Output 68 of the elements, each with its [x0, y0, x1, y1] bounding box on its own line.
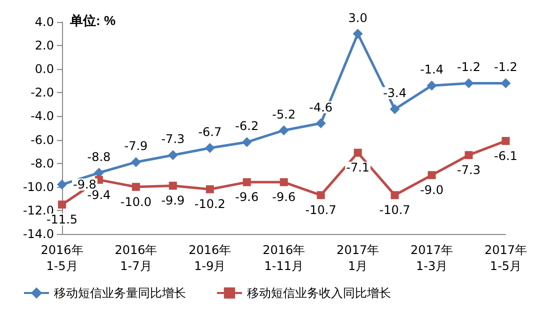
- data-label: -9.4: [87, 188, 111, 202]
- point: [354, 148, 362, 157]
- point: [168, 182, 177, 190]
- y-tick-label: 2.0: [34, 38, 54, 53]
- point: [130, 157, 141, 168]
- legend-label: 移动短信业务收入同比增长: [247, 286, 391, 300]
- x-tick-label: 2017年 1-5月: [484, 243, 528, 273]
- x-tick-label: 2016年 1-11月: [262, 243, 306, 273]
- point: [426, 80, 437, 91]
- point: [502, 136, 510, 145]
- point: [428, 171, 436, 180]
- data-label: -6.7: [198, 125, 222, 140]
- y-tick-label: 0.0: [34, 62, 54, 76]
- y-tick-label: -14.0: [22, 227, 54, 241]
- data-label: -1.2: [494, 60, 518, 74]
- y-tick-label: -10.0: [22, 180, 54, 194]
- x-tick-label: 2017年 1-3月: [410, 243, 454, 273]
- point: [204, 143, 215, 154]
- data-label: 3.0: [348, 10, 368, 25]
- x-tick-label: 2016年 1-5月: [40, 243, 84, 273]
- data-label: -1.4: [420, 62, 444, 77]
- y-tick-label: -2.0: [30, 86, 54, 100]
- data-label: -10.0: [120, 194, 152, 209]
- point: [464, 78, 474, 88]
- data-label: -7.3: [161, 132, 185, 146]
- point: [132, 182, 140, 191]
- data-label: -8.8: [87, 150, 111, 164]
- data-label: -10.2: [194, 197, 226, 212]
- point: [316, 191, 325, 200]
- point: [352, 28, 363, 39]
- data-label: -7.9: [124, 139, 148, 154]
- data-label: -11.5: [46, 212, 78, 227]
- point: [390, 104, 400, 114]
- data-label: -1.2: [457, 60, 480, 74]
- data-label: -9.0: [420, 183, 444, 198]
- point: [57, 180, 67, 190]
- x-tick-label: 2016年 1-9月: [188, 243, 232, 273]
- y-tick-label: -8.0: [30, 156, 54, 170]
- point: [242, 178, 251, 186]
- legend-label: 移动短信业务量同比增长: [54, 286, 186, 300]
- annotation: 单位: %: [69, 13, 116, 28]
- point: [168, 150, 178, 160]
- point: [500, 78, 511, 88]
- point: [58, 200, 66, 209]
- point: [242, 137, 252, 148]
- point: [390, 191, 399, 200]
- point: [316, 118, 326, 128]
- data-label: -10.7: [379, 203, 410, 218]
- y-tick-label: 4.0: [34, 15, 54, 29]
- point: [464, 151, 473, 160]
- data-label: -9.6: [235, 190, 259, 204]
- point: [278, 125, 289, 136]
- data-label: -7.1: [346, 160, 370, 175]
- data-label: -6.2: [235, 119, 259, 134]
- data-label: -3.4: [383, 86, 407, 100]
- data-label: -5.2: [272, 107, 296, 122]
- data-label: -9.6: [272, 190, 296, 204]
- x-tick-label: 2016年 1-7月: [114, 243, 158, 273]
- y-tick-label: -4.0: [30, 109, 54, 124]
- data-label: -9.9: [161, 194, 185, 208]
- x-tick-label: 2017年 1月: [336, 243, 380, 273]
- point: [206, 185, 214, 194]
- data-label: -4.6: [309, 100, 333, 114]
- y-tick-label: -6.0: [30, 132, 54, 147]
- data-label: -10.7: [305, 203, 336, 218]
- point: [280, 178, 288, 186]
- data-label: -7.3: [457, 163, 480, 178]
- data-label: -6.1: [494, 148, 518, 163]
